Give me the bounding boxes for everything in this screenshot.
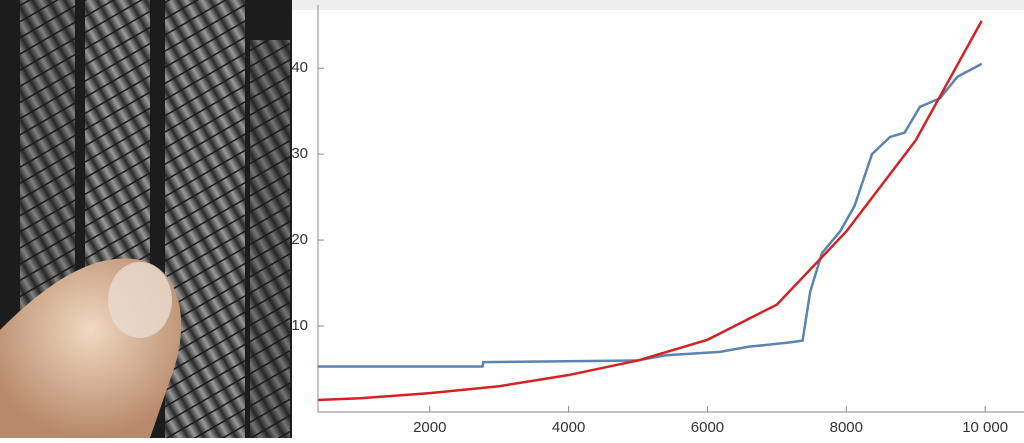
y-tick-label: 30 [291, 145, 308, 162]
top-band [292, 0, 1024, 10]
series-line [317, 20, 983, 402]
x-tick-label: 4000 [552, 419, 585, 436]
x-tick-label: 8000 [830, 419, 863, 436]
x-tick-label: 10 000 [962, 419, 1008, 436]
x-tick-label: 6000 [691, 419, 724, 436]
plot-panel [292, 0, 1024, 438]
y-tick-label: 20 [291, 231, 308, 248]
y-tick-label: 10 [291, 317, 308, 334]
y-tick-label: 40 [291, 59, 308, 76]
photo [0, 0, 292, 438]
x-tick-label: 2000 [413, 419, 446, 436]
